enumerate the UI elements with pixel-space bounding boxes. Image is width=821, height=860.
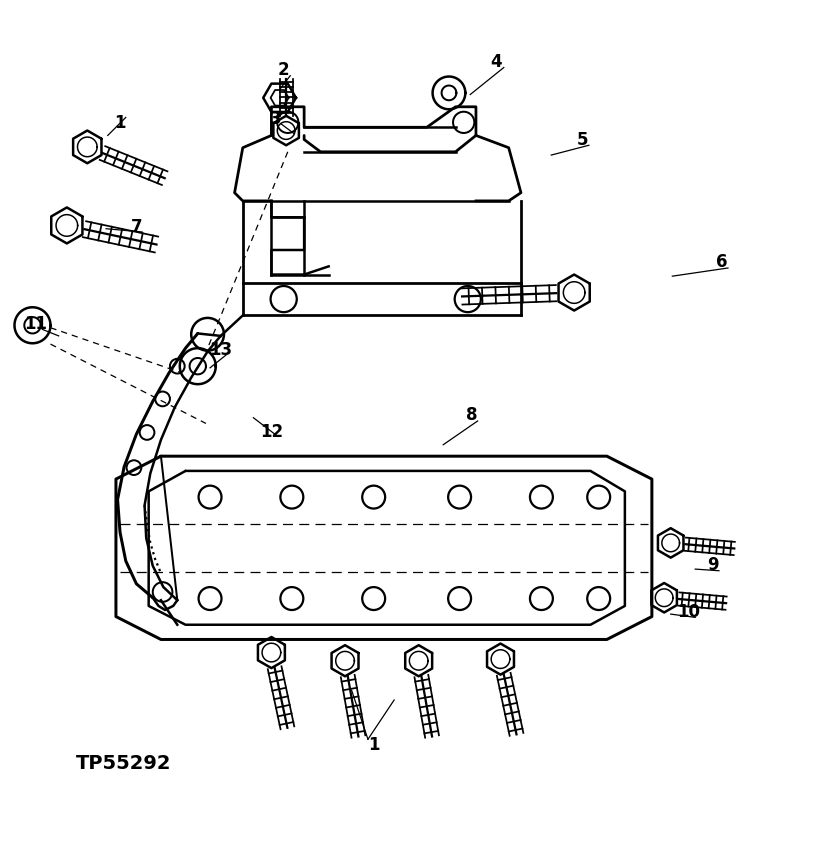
Text: TP55292: TP55292 bbox=[76, 754, 172, 773]
Text: 10: 10 bbox=[677, 603, 700, 621]
Text: 1: 1 bbox=[368, 736, 379, 754]
Text: 2: 2 bbox=[277, 61, 290, 79]
Text: 4: 4 bbox=[491, 52, 502, 71]
Text: 6: 6 bbox=[716, 253, 727, 271]
Text: 12: 12 bbox=[259, 422, 283, 440]
Text: 9: 9 bbox=[708, 556, 719, 574]
Text: 7: 7 bbox=[131, 218, 142, 236]
Text: 8: 8 bbox=[466, 406, 478, 424]
Text: 11: 11 bbox=[25, 315, 48, 333]
Text: 5: 5 bbox=[576, 131, 588, 149]
Text: 1: 1 bbox=[114, 114, 126, 132]
Text: 13: 13 bbox=[209, 341, 232, 359]
Text: 3: 3 bbox=[269, 110, 282, 128]
